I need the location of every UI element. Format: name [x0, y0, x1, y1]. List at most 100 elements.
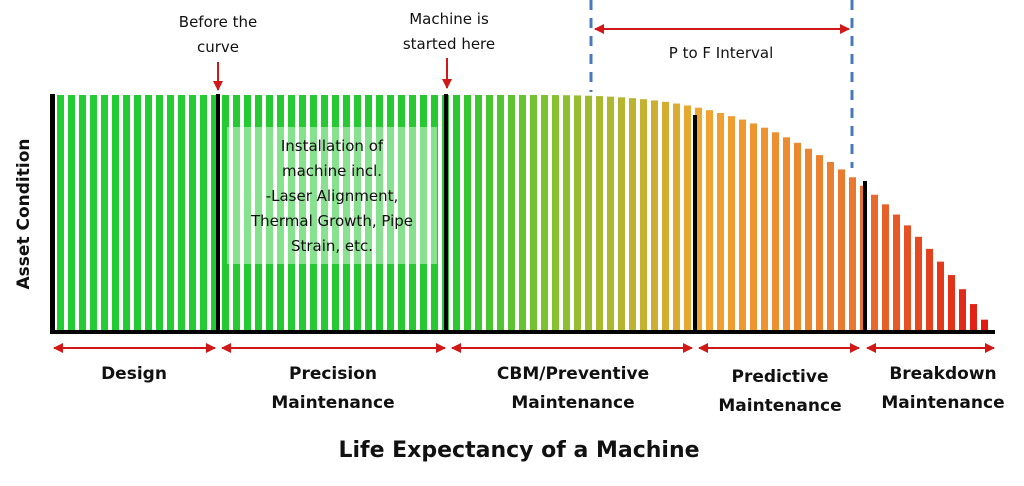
- curve-stripe: [299, 95, 306, 331]
- curve-stripe: [871, 194, 878, 331]
- curve-stripe: [266, 95, 273, 331]
- phase-breakdown-line-1: Breakdown: [889, 364, 996, 384]
- curve-stripe: [970, 304, 977, 331]
- installation-text: Installation of machine incl. -Laser Ali…: [250, 137, 413, 255]
- install-line-2: machine incl.: [282, 162, 382, 180]
- curve-stripe: [189, 95, 196, 331]
- curve-stripe: [552, 95, 559, 331]
- phase-design-label: Design: [101, 364, 167, 384]
- curve-stripe: [750, 123, 757, 331]
- curve-stripe: [123, 95, 130, 331]
- curve-stripe: [783, 137, 790, 331]
- curve-stripe: [904, 225, 911, 331]
- curve-stripe: [464, 95, 471, 331]
- curve-stripe: [453, 95, 460, 331]
- curve-stripe: [893, 214, 900, 331]
- curve-stripe: [640, 99, 647, 332]
- curve-stripe: [101, 95, 108, 331]
- curve-stripe: [563, 95, 570, 332]
- curve-stripe: [805, 148, 812, 331]
- curve-stripe: [343, 95, 350, 331]
- curve-stripe: [794, 142, 801, 331]
- curve-stripe: [310, 95, 317, 331]
- x-axis-line: [50, 330, 995, 334]
- curve-stripe: [244, 95, 251, 331]
- divider-start: [50, 94, 55, 334]
- curve-stripe: [431, 95, 438, 331]
- curve-stripe: [717, 112, 724, 331]
- install-line-1: Installation of: [281, 137, 384, 155]
- before-curve-line-1: Before the: [179, 13, 257, 31]
- condition-curve-stripes: [57, 95, 988, 332]
- curve-stripe: [673, 103, 680, 331]
- curve-stripe: [497, 95, 504, 331]
- curve-stripe: [200, 95, 207, 331]
- curve-stripe: [354, 95, 361, 331]
- curve-stripe: [420, 95, 427, 331]
- curve-stripe: [332, 95, 339, 331]
- curve-stripe: [937, 261, 944, 331]
- curve-stripe: [882, 204, 889, 331]
- curve-stripe: [112, 95, 119, 331]
- curve-stripe: [486, 95, 493, 331]
- divider-cbm-predictive: [693, 115, 697, 334]
- curve-stripe: [827, 162, 834, 331]
- machine-started-line-1: Machine is: [409, 10, 489, 28]
- before-curve-line-2: curve: [197, 38, 239, 56]
- curve-stripe: [662, 101, 669, 332]
- curve-stripe: [607, 96, 614, 332]
- curve-stripe: [167, 95, 174, 331]
- curve-stripe: [508, 95, 515, 331]
- curve-stripe: [90, 95, 97, 331]
- pf-interval-label: P to F Interval: [669, 44, 773, 62]
- curve-stripe: [926, 248, 933, 331]
- curve-stripe: [145, 95, 152, 331]
- install-line-3: -Laser Alignment,: [266, 187, 399, 205]
- phase-precision-line-2: Maintenance: [271, 393, 394, 413]
- curve-stripe: [596, 96, 603, 331]
- curve-stripe: [409, 95, 416, 331]
- curve-stripe: [915, 236, 922, 331]
- curve-stripe: [398, 95, 405, 331]
- curve-stripe: [475, 95, 482, 331]
- divider-precision-cbm: [444, 94, 448, 334]
- curve-stripe: [288, 95, 295, 331]
- phase-predictive-line-1: Predictive: [731, 367, 828, 387]
- curve-stripe: [651, 100, 658, 331]
- divider-design-precision: [216, 94, 220, 334]
- curve-stripe: [849, 177, 856, 331]
- curve-stripe: [706, 110, 713, 331]
- curve-stripe: [948, 275, 955, 331]
- curve-stripe: [541, 95, 548, 331]
- curve-stripe: [233, 95, 240, 331]
- curve-stripe: [211, 95, 218, 331]
- curve-stripe: [838, 169, 845, 331]
- curve-stripe: [134, 95, 141, 331]
- curve-stripe: [695, 107, 702, 331]
- curve-stripe: [684, 105, 691, 331]
- curve-stripe: [222, 95, 229, 331]
- curve-stripe: [321, 95, 328, 331]
- curve-stripe: [57, 95, 64, 331]
- curve-stripe: [277, 95, 284, 331]
- curve-stripe: [981, 319, 988, 331]
- curve-stripe: [255, 95, 262, 331]
- curve-stripe: [618, 97, 625, 331]
- curve-stripe: [959, 289, 966, 331]
- curve-stripe: [739, 119, 746, 331]
- install-line-4: Thermal Growth, Pipe: [250, 212, 413, 230]
- y-axis-label: Asset Condition: [14, 139, 34, 290]
- installation-box: [227, 127, 437, 264]
- curve-stripe: [728, 116, 735, 331]
- phase-breakdown-line-2: Maintenance: [881, 393, 1004, 413]
- curve-stripe: [816, 155, 823, 331]
- phase-cbm-line-2: Maintenance: [511, 393, 634, 413]
- curve-stripe: [68, 95, 75, 331]
- diagram-title: Life Expectancy of a Machine: [338, 438, 699, 463]
- curve-stripe: [761, 127, 768, 331]
- curve-stripe: [519, 95, 526, 331]
- curve-stripe: [585, 95, 592, 332]
- divider-predictive-breakdown: [863, 181, 867, 334]
- phase-cbm-line-1: CBM/Preventive: [497, 364, 649, 384]
